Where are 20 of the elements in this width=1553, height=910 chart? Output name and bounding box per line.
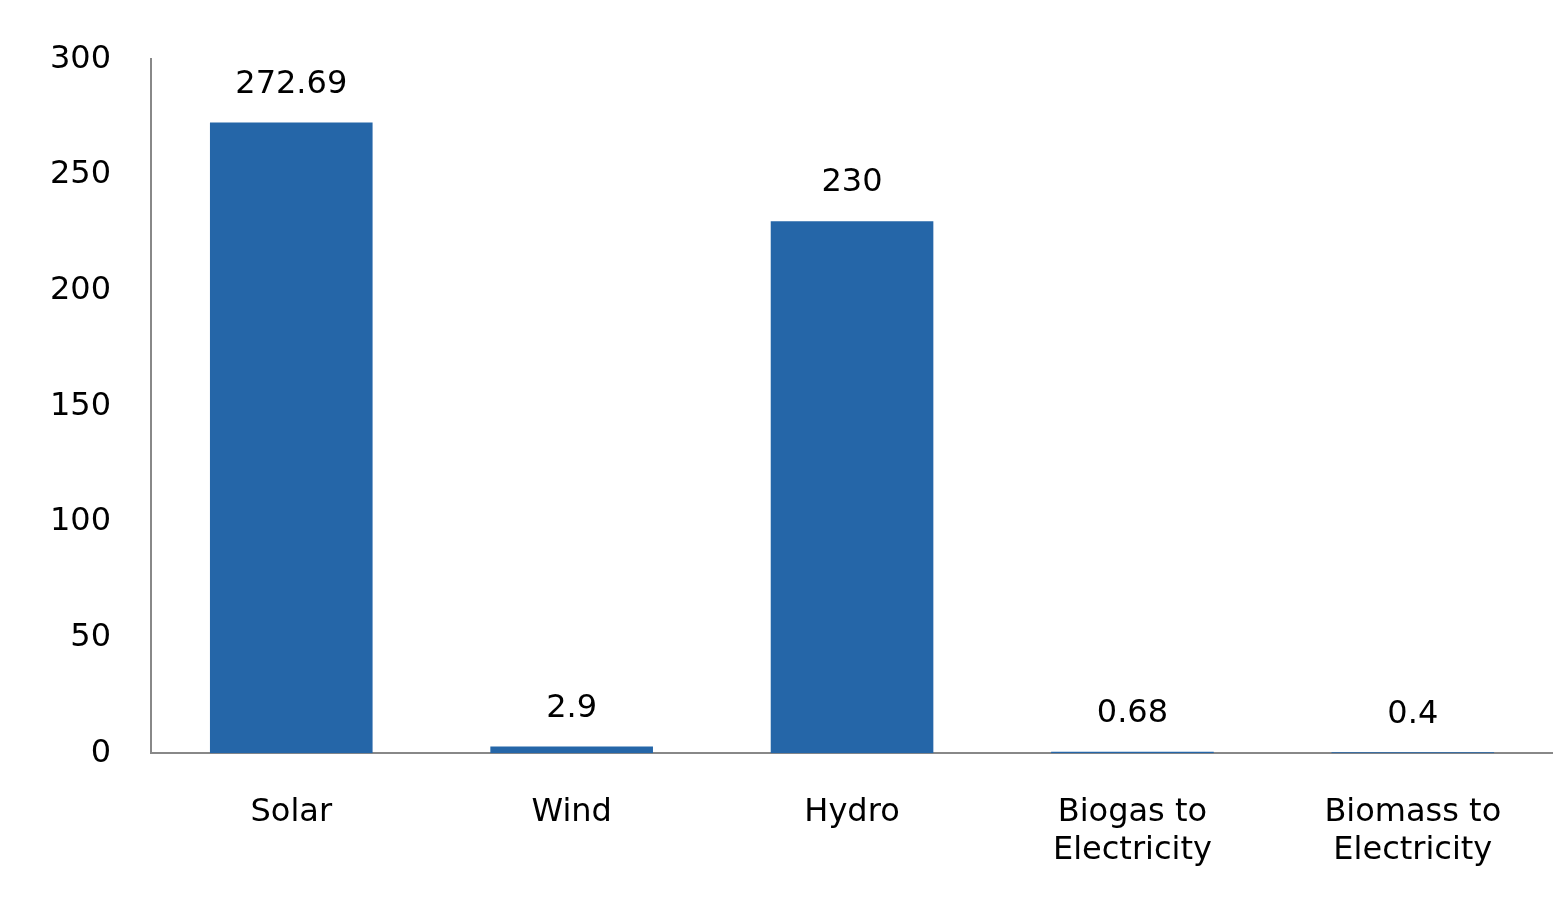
y-tick-label: 200 bbox=[50, 268, 112, 307]
bar bbox=[490, 746, 653, 754]
x-tick-label: Hydro bbox=[804, 790, 900, 829]
y-tick-label: 100 bbox=[50, 500, 112, 539]
bar bbox=[770, 221, 934, 754]
y-tick-label: 300 bbox=[50, 37, 112, 76]
y-tick-label: 50 bbox=[70, 615, 112, 654]
x-tick-label: Biogas to Electricity bbox=[1052, 790, 1212, 868]
x-tick-label: Biomass to Electricity bbox=[1324, 790, 1502, 868]
data-label: 0.68 bbox=[1096, 691, 1169, 730]
data-label: 230 bbox=[821, 161, 883, 200]
data-label: 272.69 bbox=[235, 62, 348, 101]
y-tick-label: 0 bbox=[90, 731, 112, 770]
y-tick-label: 250 bbox=[50, 153, 112, 192]
y-tick-label: 150 bbox=[50, 384, 112, 423]
data-label: 0.4 bbox=[1387, 692, 1439, 731]
bar bbox=[209, 122, 373, 754]
x-tick-label: Solar bbox=[250, 790, 333, 829]
data-label: 2.9 bbox=[546, 686, 598, 725]
x-tick-label: Wind bbox=[531, 790, 612, 829]
